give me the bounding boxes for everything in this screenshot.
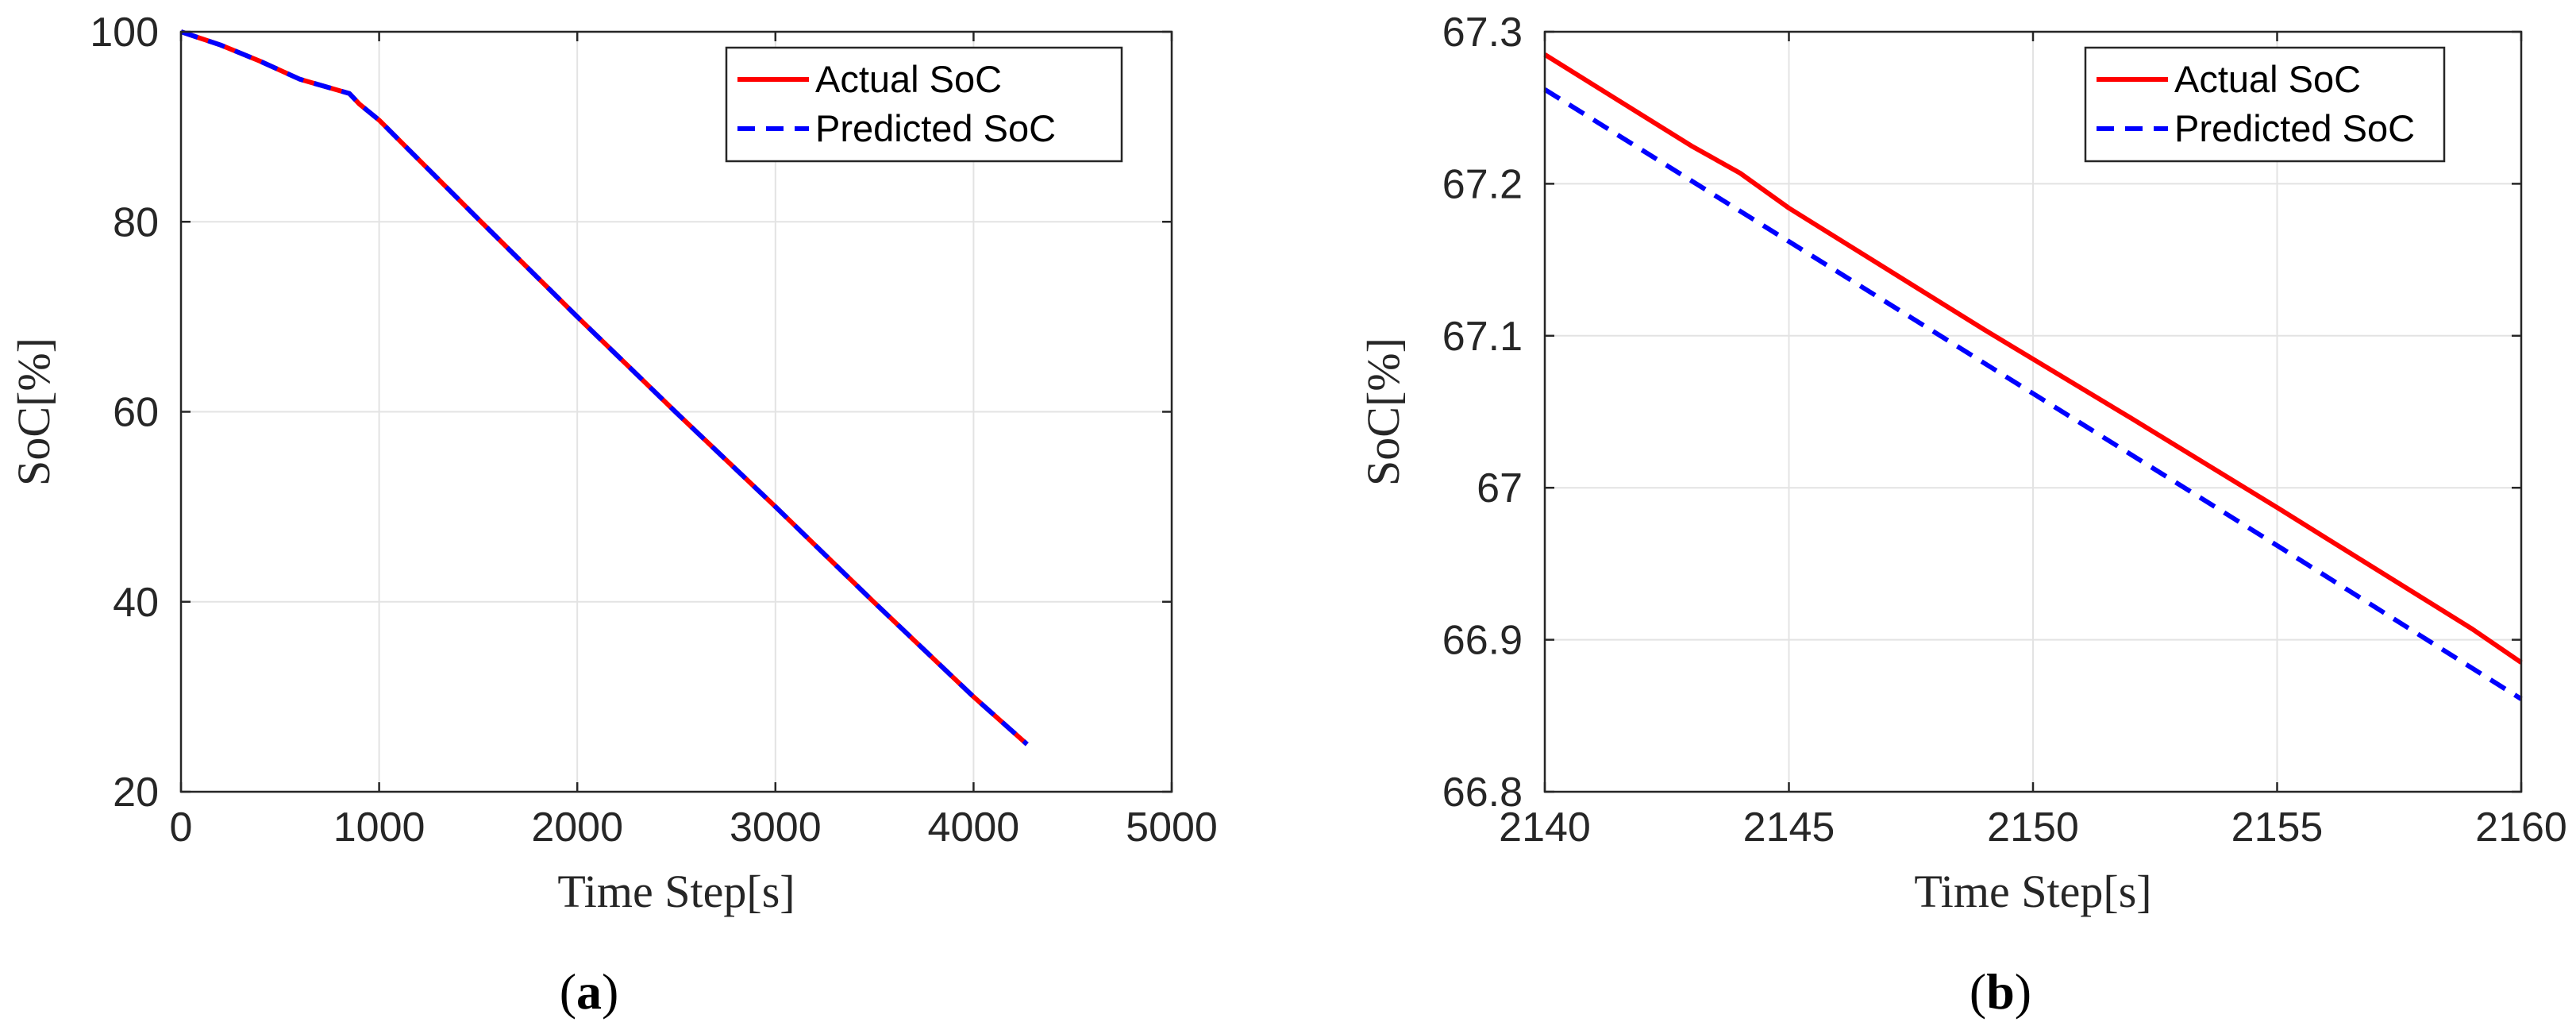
series-line-predicted-soc — [180, 29, 1029, 746]
y-tick-label: 60 — [113, 390, 159, 436]
panel-b-legend-label-actual: Actual SoC — [2174, 58, 2361, 100]
panel-b-series — [1543, 52, 2523, 701]
panel-a-ticks: 0 1000 2000 3000 4000 5000 20 40 60 80 100 — [90, 10, 1218, 851]
x-tick-label: 2140 — [1499, 804, 1591, 851]
y-tick-label: 100 — [90, 10, 159, 56]
panel-b-legend: Actual SoC Predicted SoC — [2084, 46, 2446, 163]
panel-b-caption-letter: b — [1986, 963, 2015, 1020]
y-tick-label: 40 — [113, 580, 159, 626]
panel-a-y-axis-label: SoC[%] — [8, 338, 60, 486]
x-tick-label: 4000 — [928, 804, 1020, 851]
y-tick-label: 67.2 — [1442, 161, 1523, 207]
panel-a-caption: (a) — [560, 963, 619, 1020]
panel-b-legend-label-predicted: Predicted SoC — [2174, 107, 2415, 149]
x-tick-label: 1000 — [333, 804, 425, 851]
panel-b-y-axis-label: SoC[%] — [1357, 338, 1409, 486]
y-tick-label: 66.9 — [1442, 618, 1523, 664]
panel-b-legend-box — [2084, 46, 2446, 163]
panel-b-ticks: 2140 2145 2150 2155 2160 66.8 66.9 67 67.1 67.2 67… — [1442, 10, 2567, 851]
x-tick-label: 3000 — [730, 804, 822, 851]
x-tick-label: 2150 — [1987, 804, 2079, 851]
series-line-predicted-soc — [1543, 87, 2523, 701]
panel-a-x-axis-label: Time Step[s] — [557, 866, 795, 917]
panel-b-x-axis-label: Time Step[s] — [1914, 866, 2151, 917]
panel-b-caption: (b) — [1970, 963, 2031, 1020]
panel-b-grid — [1544, 31, 2522, 793]
panel-a-legend: Actual SoC Predicted SoC — [725, 46, 1123, 163]
series-line-actual-soc — [1543, 52, 2523, 665]
panel-b-chart: 2140 2145 2150 2155 2160 66.8 66.9 67 67.1 67.2 67… — [1357, 10, 2567, 1020]
x-tick-label: 2155 — [2231, 804, 2324, 851]
y-tick-label: 67.1 — [1442, 314, 1523, 360]
y-tick-label: 20 — [113, 770, 159, 816]
panel-a-legend-label-actual: Actual SoC — [815, 58, 1002, 100]
panel-a-caption-letter: a — [576, 963, 602, 1020]
panel-a-legend-label-predicted: Predicted SoC — [815, 107, 1056, 149]
x-tick-label: 0 — [170, 804, 193, 851]
y-tick-label: 67 — [1477, 465, 1523, 511]
panel-a-legend-box — [725, 46, 1123, 163]
y-tick-label: 67.3 — [1442, 10, 1523, 56]
x-tick-label: 5000 — [1126, 804, 1218, 851]
x-tick-label: 2000 — [531, 804, 623, 851]
y-tick-label: 80 — [113, 199, 159, 245]
y-tick-label: 66.8 — [1442, 770, 1523, 816]
x-tick-label: 2145 — [1743, 804, 1835, 851]
x-tick-label: 2160 — [2475, 804, 2567, 851]
panel-a-series — [180, 29, 1029, 746]
